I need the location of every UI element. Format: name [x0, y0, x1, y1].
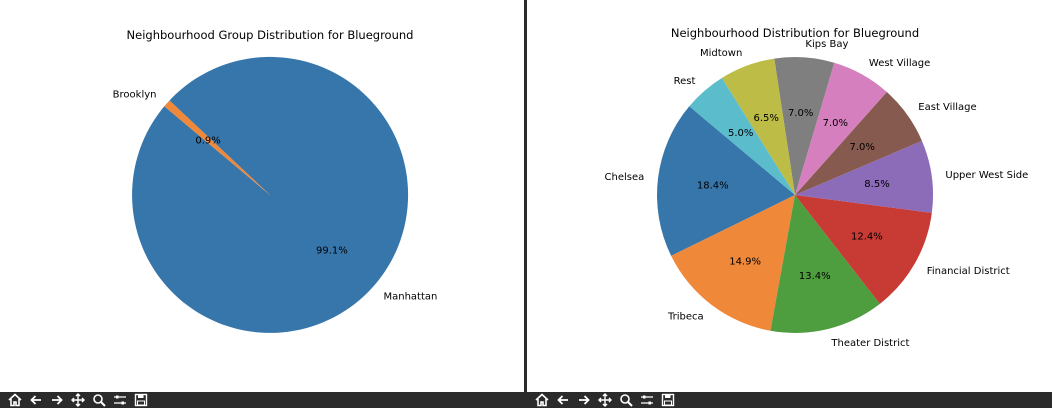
pct-label-midtown: 6.5% — [753, 113, 778, 124]
slice-label-rest: Rest — [674, 76, 696, 87]
slice-label-theater-district: Theater District — [830, 338, 909, 349]
pct-label-tribeca: 14.9% — [729, 257, 761, 268]
figure-window-right: Neighbourhood Distribution for Bluegroun… — [527, 0, 1052, 408]
zoom-icon[interactable] — [88, 392, 109, 408]
chart-title: Neighbourhood Distribution for Bluegroun… — [671, 26, 919, 40]
pie-slice-kips-bay — [774, 57, 835, 195]
pie-slice-tribeca — [671, 195, 795, 331]
pie-slice-midtown — [721, 58, 795, 195]
toolbar-left — [0, 392, 524, 408]
pan-icon[interactable] — [67, 392, 88, 408]
save-icon[interactable] — [657, 392, 678, 408]
pie-slice-east-village — [795, 91, 922, 195]
pan-icon[interactable] — [594, 392, 615, 408]
slice-label-financial-district: Financial District — [927, 266, 1010, 277]
pct-label-financial-district: 12.4% — [851, 232, 883, 243]
pct-label-theater-district: 13.4% — [799, 271, 831, 282]
slice-label-chelsea: Chelsea — [605, 172, 645, 183]
pct-label-upper-west-side: 8.5% — [864, 179, 889, 190]
pie-slice-brooklyn — [164, 100, 270, 195]
pie-slice-rest — [689, 77, 795, 195]
slice-label-west-village: West Village — [869, 58, 930, 69]
pct-label-manhattan: 99.1% — [316, 246, 348, 257]
slice-label-tribeca: Tribeca — [667, 312, 704, 323]
pie-slice-theater-district — [770, 195, 880, 333]
pie-chart-neighbourhood: Neighbourhood Distribution for Bluegroun… — [605, 26, 1029, 349]
slice-label-manhattan: Manhattan — [384, 291, 438, 302]
pct-label-west-village: 7.0% — [823, 118, 848, 129]
save-icon[interactable] — [130, 392, 151, 408]
pie-slice-chelsea — [657, 106, 795, 256]
slice-label-upper-west-side: Upper West Side — [945, 170, 1028, 181]
forward-icon[interactable] — [573, 392, 594, 408]
zoom-icon[interactable] — [615, 392, 636, 408]
pie-slice-upper-west-side — [795, 140, 933, 213]
figure-window-left: Neighbourhood Group Distribution for Blu… — [0, 0, 524, 408]
pie-slice-financial-district — [795, 195, 932, 304]
forward-icon[interactable] — [46, 392, 67, 408]
pie-chart-neighbourhood-group: Neighbourhood Group Distribution for Blu… — [113, 28, 438, 333]
pct-label-rest: 5.0% — [728, 128, 753, 139]
slice-label-brooklyn: Brooklyn — [113, 90, 157, 101]
slice-label-midtown: Midtown — [700, 48, 742, 59]
back-icon[interactable] — [25, 392, 46, 408]
pct-label-brooklyn: 0.9% — [195, 136, 220, 147]
home-icon[interactable] — [4, 392, 25, 408]
configure-icon[interactable] — [109, 392, 130, 408]
chart-title: Neighbourhood Group Distribution for Blu… — [127, 28, 414, 42]
pct-label-east-village: 7.0% — [849, 142, 874, 153]
pie-slice-manhattan — [132, 56, 409, 333]
window-divider — [524, 0, 527, 408]
slice-label-kips-bay: Kips Bay — [805, 39, 848, 50]
back-icon[interactable] — [552, 392, 573, 408]
slice-label-east-village: East Village — [918, 102, 976, 113]
configure-icon[interactable] — [636, 392, 657, 408]
pie-slice-west-village — [795, 62, 887, 196]
pct-label-kips-bay: 7.0% — [788, 108, 813, 119]
pct-label-chelsea: 18.4% — [697, 181, 729, 192]
home-icon[interactable] — [531, 392, 552, 408]
toolbar-right — [527, 392, 1052, 408]
